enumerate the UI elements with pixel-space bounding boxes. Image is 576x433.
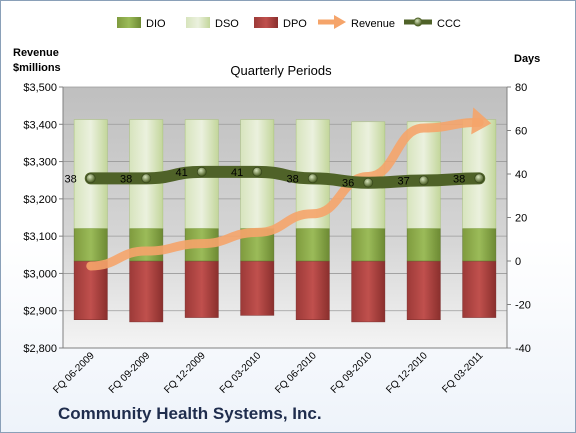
ccc-point: [252, 166, 263, 177]
right-tick-label: 20: [515, 213, 527, 225]
ccc-point: [418, 175, 429, 186]
ccc-data-label: 38: [287, 173, 299, 185]
bar-dpo: [73, 260, 108, 320]
x-tick-label: FQ 12-2010: [384, 350, 430, 396]
bar-dpo: [351, 260, 386, 323]
ccc-data-label: 41: [176, 167, 188, 179]
ccc-data-label: 38: [120, 173, 132, 185]
left-axis-label-line2: $millions: [13, 62, 61, 74]
legend-label-dio: DIO: [146, 18, 166, 30]
legend-label-dpo: DPO: [283, 18, 307, 30]
left-axis-label-line1: Revenue: [13, 47, 59, 59]
x-tick-label: FQ 09-2009: [107, 350, 153, 396]
left-axis-ticks: $2,800 $2,900 $3,000 $3,100 $3,200 $3,300 $3,4…: [23, 82, 63, 355]
company-name: Community Health Systems, Inc.: [58, 404, 322, 423]
left-tick-label: $3,400: [23, 119, 57, 131]
right-tick-label: 40: [515, 169, 527, 181]
revenue-line: [86, 117, 484, 271]
ccc-series: 38 38 41 41 38 36 37 38: [65, 165, 486, 190]
x-tick-label: FQ 06-2010: [273, 350, 319, 396]
bar-dpo: [295, 260, 330, 320]
left-tick-label: $3,100: [23, 231, 57, 243]
legend-swatch-dio: [117, 17, 141, 28]
ccc-point: [474, 173, 485, 184]
legend-swatch-revenue-arrow: [334, 15, 346, 29]
legend-swatch-ccc-marker: [413, 17, 423, 27]
left-tick-label: $3,200: [23, 194, 57, 206]
ccc-point: [196, 166, 207, 177]
x-tick-label: FQ 09-2010: [329, 350, 375, 396]
right-tick-label: -20: [515, 300, 531, 312]
x-tick-label: FQ 12-2009: [162, 350, 208, 396]
bar-dio: [295, 228, 330, 262]
ccc-point: [363, 177, 374, 188]
right-tick-label: 60: [515, 126, 527, 138]
bar-dpo: [240, 260, 275, 316]
right-tick-label: 0: [515, 256, 521, 268]
bar-dio: [73, 228, 108, 262]
left-tick-label: $3,500: [23, 82, 57, 94]
bar-dpo: [129, 260, 164, 323]
right-axis-ticks: -40 -20 0 20 40 60 80: [507, 82, 531, 355]
right-axis-label: Days: [514, 53, 540, 65]
x-tick-label: FQ 03-2011: [440, 350, 485, 395]
ccc-point: [85, 173, 96, 184]
right-tick-label: -40: [515, 343, 531, 355]
revenue-arrowhead: [471, 107, 492, 135]
right-tick-label: 80: [515, 82, 527, 94]
legend-label-dso: DSO: [215, 18, 239, 30]
revenue-series: [86, 107, 492, 271]
bar-dio: [351, 228, 386, 262]
left-tick-label: $2,800: [23, 343, 57, 355]
left-tick-label: $3,000: [23, 268, 57, 280]
ccc-data-label: 36: [342, 178, 354, 190]
legend: DIO DSO DPO Revenue CCC: [117, 15, 461, 30]
x-tick-label: FQ 06-2009: [51, 350, 97, 396]
ccc-data-label: 38: [453, 173, 465, 185]
ccc-data-label: 38: [65, 173, 77, 185]
bar-dio: [406, 228, 441, 262]
legend-label-revenue: Revenue: [351, 18, 395, 30]
chart-title: Quarterly Periods: [230, 63, 332, 78]
bar-dpo: [406, 260, 441, 320]
x-axis-ticks: FQ 06-2009 FQ 09-2009 FQ 12-2009 FQ 03-2010…: [51, 350, 485, 396]
legend-swatch-dpo: [254, 17, 278, 28]
ccc-line: [84, 165, 486, 189]
x-tick-label: FQ 03-2010: [218, 350, 264, 396]
ccc-point: [141, 173, 152, 184]
bar-dio: [462, 228, 497, 262]
left-tick-label: $2,900: [23, 306, 57, 318]
ccc-data-label: 41: [231, 167, 243, 179]
ccc-data-label: 37: [398, 176, 410, 188]
bar-dpo: [184, 260, 219, 318]
left-tick-label: $3,300: [23, 157, 57, 169]
legend-label-ccc: CCC: [437, 18, 461, 30]
legend-swatch-dso: [186, 17, 210, 28]
ccc-point: [307, 173, 318, 184]
bar-dpo: [462, 260, 497, 318]
